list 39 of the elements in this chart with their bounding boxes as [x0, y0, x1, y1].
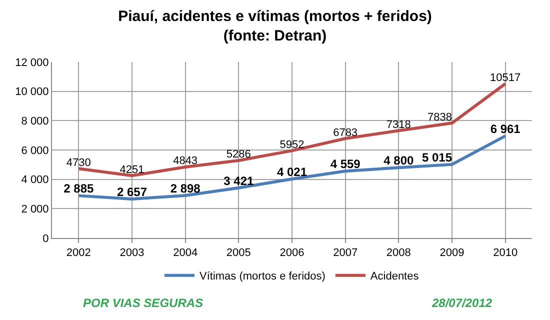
y-tick-label: 10 000: [15, 86, 49, 98]
data-label: 7318: [386, 118, 411, 131]
chart-title: Piauí, acidentes e vítimas (mortos + feridos) (fonte: Detran): [118, 8, 432, 44]
data-label: 10517: [490, 72, 521, 84]
y-tick-label: 6 000: [21, 144, 49, 157]
data-label: 4843: [173, 155, 198, 168]
data-label: 4251: [120, 164, 144, 176]
data-label: 3 421: [224, 174, 254, 188]
text: POR VIAS SEGURAS: [83, 296, 204, 310]
data-label: 2 885: [64, 182, 94, 196]
x-tick-label: 2003: [120, 247, 144, 260]
x-tick-label: 2005: [226, 247, 251, 260]
data-label: 5286: [226, 148, 251, 161]
data-label: 7838: [428, 111, 452, 124]
data-label: 4 021: [276, 165, 308, 180]
legend-label: Vítimas (mortos e feridos): [200, 270, 326, 283]
y-tick-label: 4 000: [21, 174, 49, 186]
y-tick-label: 8 000: [21, 116, 49, 128]
data-label: 6 961: [490, 122, 521, 136]
y-tick-label: 12 000: [15, 56, 49, 69]
data-label: 4 800: [384, 154, 414, 168]
x-tick-label: 2002: [66, 247, 91, 260]
data-label: 6783: [333, 126, 358, 139]
legend-label: Acidentes: [370, 270, 420, 283]
text: 28/07/2012: [431, 296, 492, 310]
data-label: 2 657: [116, 185, 148, 200]
data-label: 4 559: [330, 157, 361, 172]
x-tick-label: 2008: [386, 247, 411, 260]
data-label: 4730: [66, 156, 91, 169]
x-tick-label: 2009: [440, 247, 464, 260]
data-label: 2 898: [170, 182, 201, 196]
x-tick-label: 2004: [173, 247, 198, 260]
data-label: 5 015: [422, 150, 452, 164]
x-tick-label: 2006: [280, 247, 304, 260]
x-tick-label: 2010: [493, 247, 518, 260]
y-tick-label: 2 000: [21, 204, 49, 216]
data-label: 5952: [280, 138, 304, 151]
y-tick-label: 0: [42, 232, 49, 245]
x-tick-label: 2007: [333, 247, 358, 260]
